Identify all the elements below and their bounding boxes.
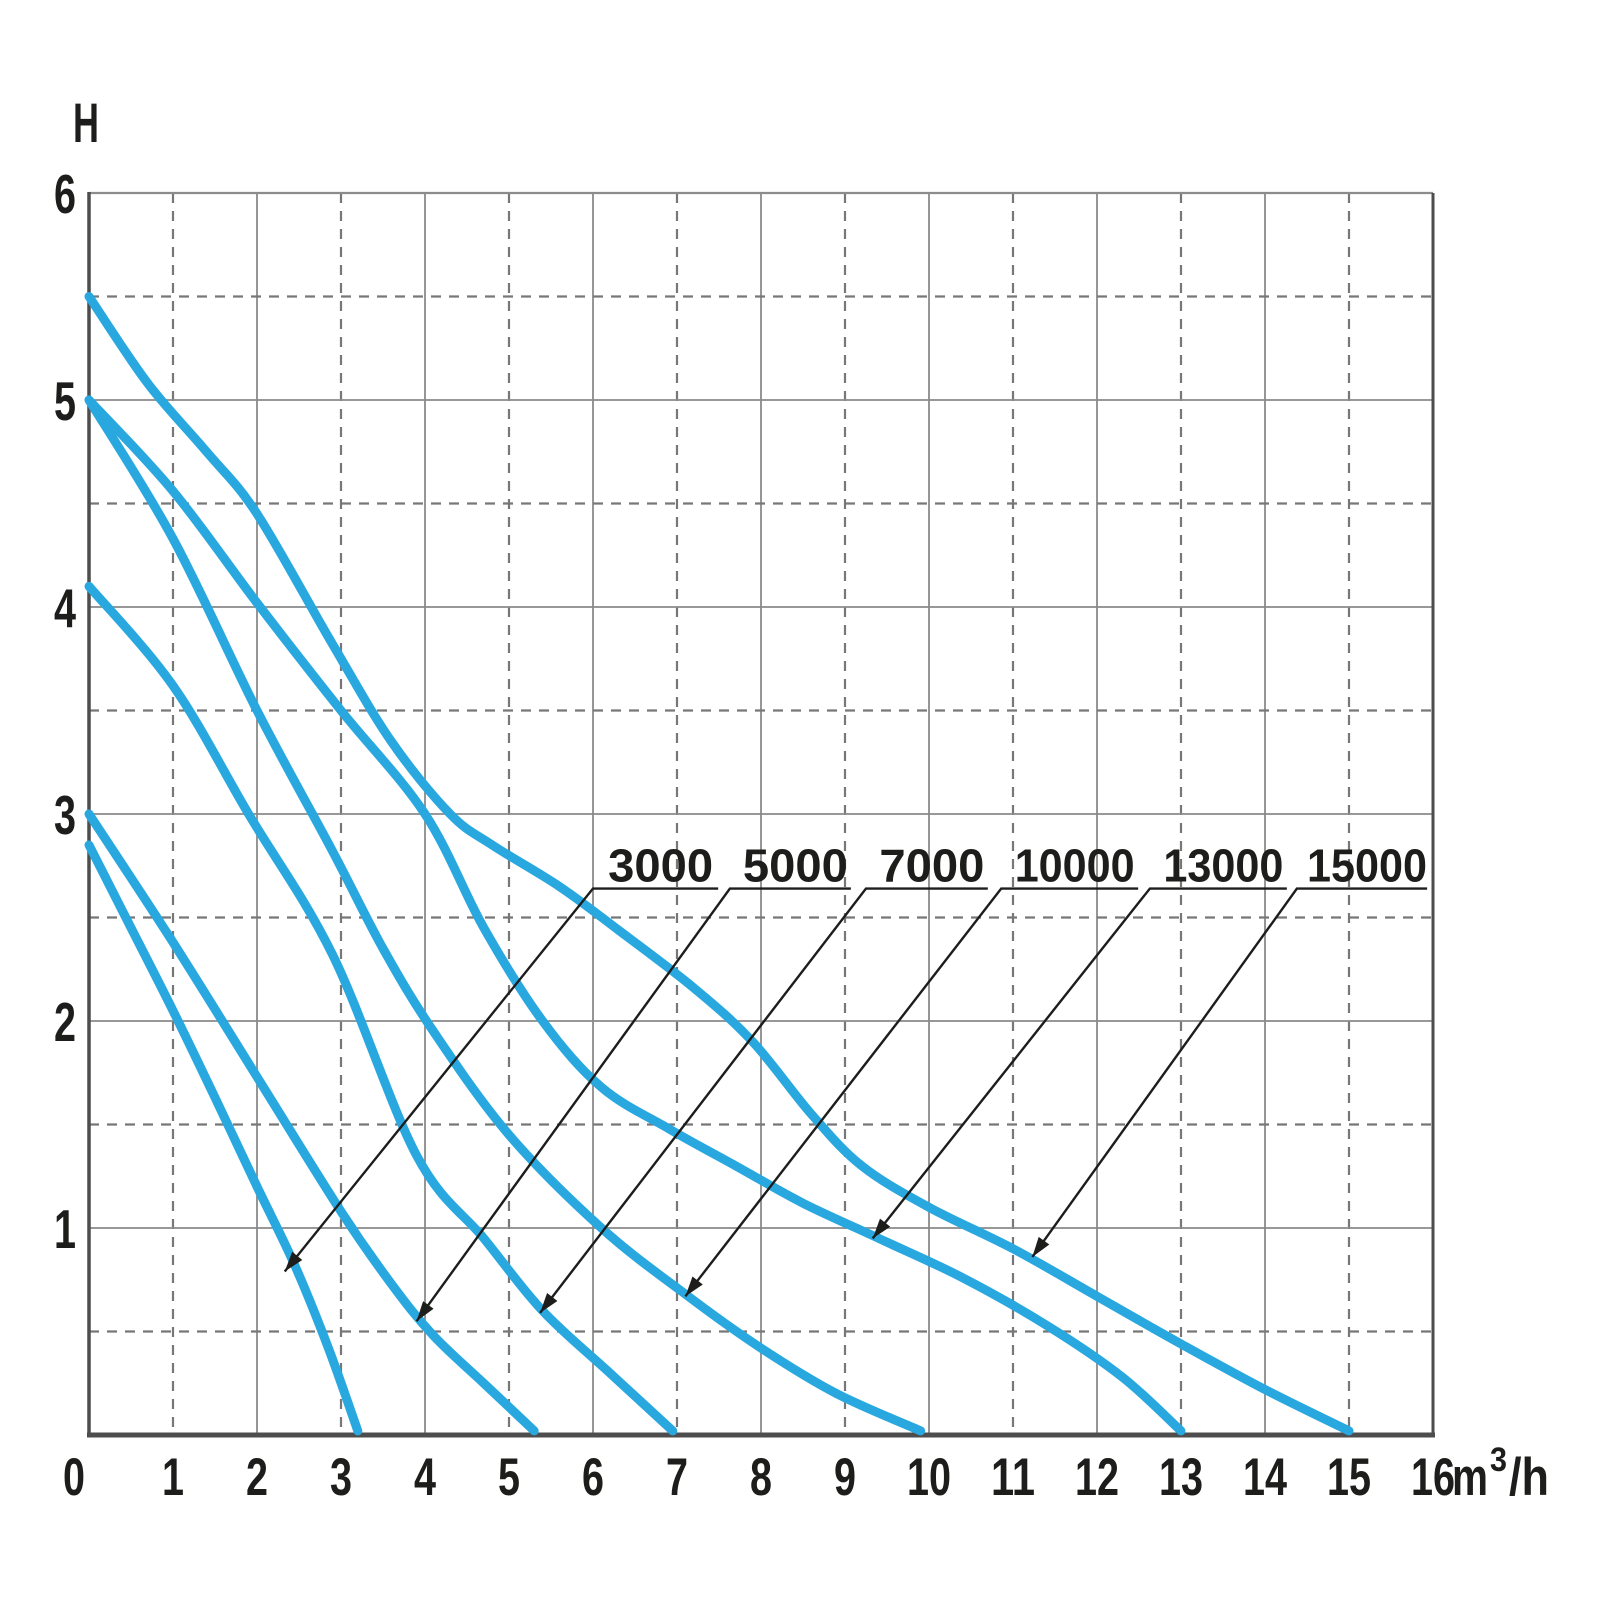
arrowhead-icon-5000 — [416, 1301, 434, 1322]
x-tick-label-9: 9 — [834, 1448, 856, 1507]
leader-line-7000 — [539, 887, 988, 1314]
curve-label-13000: 13000 — [1163, 840, 1283, 892]
leader-line-5000 — [415, 887, 851, 1322]
x-tick-label-14: 14 — [1243, 1448, 1287, 1507]
y-tick-label-4: 4 — [54, 577, 76, 639]
arrowhead-icon-7000 — [540, 1293, 558, 1313]
x-tick-label-12: 12 — [1075, 1448, 1119, 1507]
curve-label-10000: 10000 — [1015, 840, 1135, 892]
x-tick-label-16: 16 — [1411, 1448, 1455, 1507]
curve-10000 — [84, 395, 926, 1436]
curve-label-7000: 7000 — [879, 840, 984, 892]
x-tick-label-15: 15 — [1327, 1448, 1371, 1507]
x-tick-label-2: 2 — [246, 1448, 268, 1507]
curve-label-5000: 5000 — [743, 840, 848, 892]
x-tick-label-13: 13 — [1159, 1448, 1203, 1507]
x-tick-label-8: 8 — [750, 1448, 772, 1507]
x-tick-label-6: 6 — [582, 1448, 604, 1507]
arrowhead-icon-3000 — [284, 1251, 303, 1272]
curve-7000 — [84, 581, 678, 1436]
x-tick-label-10: 10 — [907, 1448, 951, 1507]
y-tick-label-2: 2 — [54, 991, 76, 1053]
leader-line-10000 — [684, 887, 1139, 1298]
curve-5000 — [84, 809, 539, 1436]
curve-label-3000: 3000 — [608, 840, 713, 892]
y-tick-label-5: 5 — [54, 370, 76, 432]
x-tick-label-3: 3 — [330, 1448, 352, 1507]
y-tick-label-1: 1 — [54, 1198, 76, 1260]
x-tick-label-0: 0 — [63, 1448, 85, 1507]
x-axis-unit-base: m — [1452, 1448, 1488, 1507]
leader-line-15000 — [1031, 887, 1428, 1258]
x-axis-unit-rest: /h — [1509, 1448, 1549, 1507]
arrowhead-icon-10000 — [685, 1276, 703, 1297]
curve-13000 — [84, 395, 1186, 1436]
y-tick-label-3: 3 — [54, 784, 76, 846]
leader-line-3000 — [283, 887, 719, 1273]
x-axis-unit-superscript: 3 — [1490, 1441, 1507, 1479]
leader-line-13000 — [871, 887, 1287, 1240]
x-tick-label-5: 5 — [498, 1448, 520, 1507]
y-tick-label-6: 6 — [54, 163, 76, 225]
x-tick-label-7: 7 — [666, 1448, 688, 1507]
arrowhead-icon-13000 — [872, 1218, 891, 1239]
x-tick-label-11: 11 — [991, 1448, 1035, 1507]
curve-15000 — [84, 292, 1354, 1436]
curve-label-15000: 15000 — [1307, 840, 1427, 892]
y-axis-title: H — [73, 91, 99, 154]
curve-3000 — [84, 840, 363, 1436]
x-tick-label-4: 4 — [414, 1448, 436, 1507]
arrowhead-icon-15000 — [1032, 1236, 1050, 1257]
x-tick-label-1: 1 — [162, 1448, 184, 1507]
